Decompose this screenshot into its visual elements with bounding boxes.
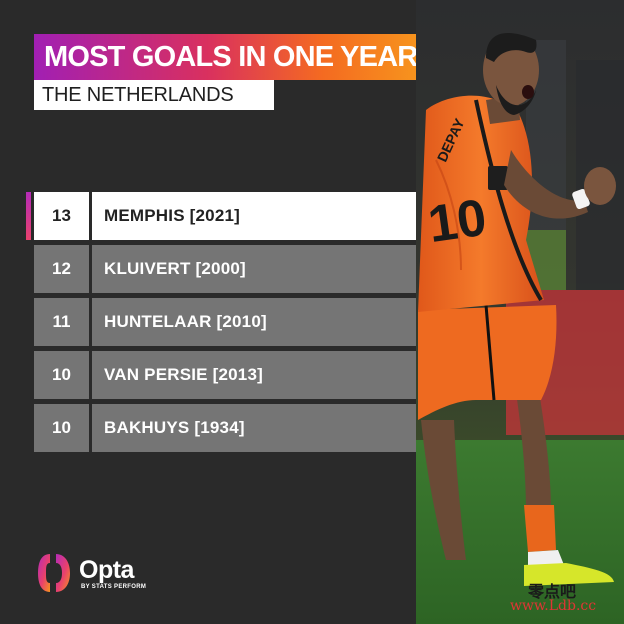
player-name: MEMPHIS [2021] [104, 206, 241, 225]
ranking-row-2: 12 KLUIVERT [2000] [26, 245, 416, 293]
player-photo: 10 DEPAY [416, 0, 624, 624]
player-name: VAN PERSIE [2013] [104, 365, 263, 384]
player-name: KLUIVERT [2000] [104, 259, 246, 278]
rank-cell: 10 [34, 404, 89, 452]
opta-logo: Opta BY STATS PERFORM [36, 552, 166, 596]
player-name: HUNTELAAR [2010] [104, 312, 267, 331]
ranking-row-4: 10 VAN PERSIE [2013] [26, 351, 416, 399]
goal-count: 10 [52, 365, 71, 384]
page-subtitle: THE NETHERLANDS [42, 83, 234, 106]
rank-cell: 11 [34, 298, 89, 346]
page-title: MOST GOALS IN ONE YEAR [44, 40, 418, 73]
ranking-table: 13 MEMPHIS [2021] 12 KLUIVERT [2000] 11 [26, 192, 416, 457]
title-banner: MOST GOALS IN ONE YEAR [34, 34, 418, 80]
ranking-row-3: 11 HUNTELAAR [2010] [26, 298, 416, 346]
opta-subline: BY STATS PERFORM [81, 584, 147, 590]
ranking-row-5: 10 BAKHUYS [1934] [26, 404, 416, 452]
celebrating-player-photo: 10 DEPAY [416, 0, 624, 624]
name-cell: VAN PERSIE [2013] [92, 351, 416, 399]
name-cell: BAKHUYS [1934] [92, 404, 416, 452]
subtitle-banner: THE NETHERLANDS [34, 80, 274, 110]
goal-count: 11 [52, 312, 71, 331]
goal-count: 12 [52, 259, 71, 278]
svg-text:10: 10 [425, 189, 490, 254]
name-cell: HUNTELAAR [2010] [92, 298, 416, 346]
name-cell: KLUIVERT [2000] [92, 245, 416, 293]
rank-cell: 12 [34, 245, 89, 293]
goal-count: 10 [52, 418, 71, 437]
rank-cell: 13 [34, 192, 89, 240]
rank-cell: 10 [34, 351, 89, 399]
goal-count: 13 [52, 206, 71, 225]
watermark-url: www.Ldb.cc [510, 598, 597, 614]
opta-logo-icon [38, 554, 70, 592]
left-panel: MOST GOALS IN ONE YEAR THE NETHERLANDS 1… [26, 34, 419, 596]
ranking-row-1: 13 MEMPHIS [2021] [26, 192, 416, 240]
opta-wordmark: Opta [79, 556, 134, 584]
watermark-chinese: 零点吧 [528, 582, 577, 601]
name-cell: MEMPHIS [2021] [92, 192, 416, 240]
highlight-accent [26, 192, 31, 240]
player-name: BAKHUYS [1934] [104, 418, 245, 437]
